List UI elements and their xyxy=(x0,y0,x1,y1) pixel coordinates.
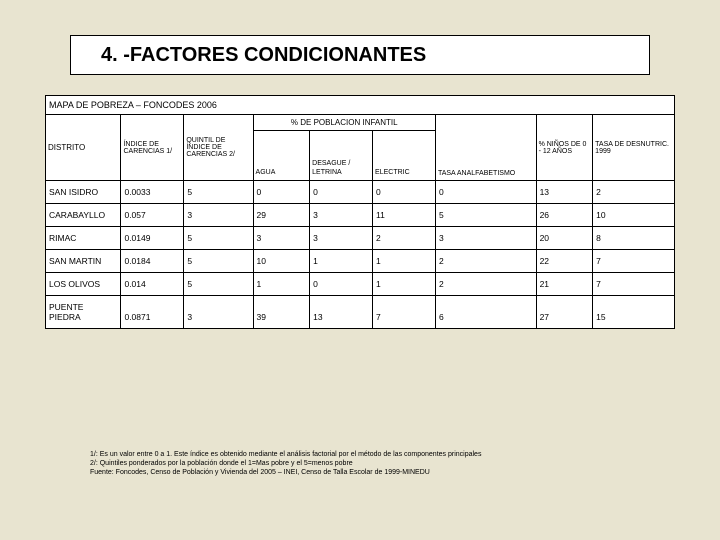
poverty-table: MAPA DE POBREZA – FONCODES 2006 DISTRITO… xyxy=(45,95,675,329)
table-row: SAN MARTIN0.0184510112227 xyxy=(46,250,675,273)
footnote-line: Fuente: Foncodes, Censo de Población y V… xyxy=(90,468,650,477)
cell-indice: 0.0184 xyxy=(121,250,184,273)
cell-quintil: 5 xyxy=(184,250,253,273)
table-subheader-row: DISTRITO ÍNDICE DE CARENCIAS 1/ QUINTIL … xyxy=(46,115,675,131)
cell-tasa: 6 xyxy=(435,296,536,329)
cell-ninos: 21 xyxy=(536,273,593,296)
cell-desague: 3 xyxy=(310,204,373,227)
cell-desnutric: 10 xyxy=(593,204,675,227)
footnotes: 1/: Es un valor entre 0 a 1. Este índice… xyxy=(90,450,650,477)
cell-quintil: 5 xyxy=(184,227,253,250)
cell-agua: 39 xyxy=(253,296,310,329)
cell-desague: 13 xyxy=(310,296,373,329)
cell-quintil: 5 xyxy=(184,273,253,296)
cell-indice: 0.014 xyxy=(121,273,184,296)
cell-quintil: 3 xyxy=(184,204,253,227)
poverty-table-container: MAPA DE POBREZA – FONCODES 2006 DISTRITO… xyxy=(45,95,675,329)
cell-quintil: 5 xyxy=(184,181,253,204)
table-row: LOS OLIVOS0.01451012217 xyxy=(46,273,675,296)
cell-desague: 1 xyxy=(310,250,373,273)
title-bar: 4. -FACTORES CONDICIONANTES xyxy=(70,35,650,75)
cell-agua: 3 xyxy=(253,227,310,250)
col-header-electric: ELECTRIC xyxy=(373,131,436,181)
cell-tasa: 2 xyxy=(435,273,536,296)
cell-tasa: 2 xyxy=(435,250,536,273)
cell-electric: 2 xyxy=(373,227,436,250)
cell-desague: 3 xyxy=(310,227,373,250)
cell-tasa: 3 xyxy=(435,227,536,250)
table-row: CARABAYLLO0.05732931152610 xyxy=(46,204,675,227)
col-header-indice: ÍNDICE DE CARENCIAS 1/ xyxy=(121,115,184,181)
cell-agua: 1 xyxy=(253,273,310,296)
col-header-tasa: TASA ANALFABETISMO xyxy=(435,115,536,181)
table-row: SAN ISIDRO0.003350000132 xyxy=(46,181,675,204)
cell-desnutric: 7 xyxy=(593,250,675,273)
cell-ninos: 13 xyxy=(536,181,593,204)
col-header-desague: DESAGUE / LETRINA xyxy=(310,131,373,181)
cell-electric: 1 xyxy=(373,250,436,273)
cell-distrito: LOS OLIVOS xyxy=(46,273,121,296)
col-header-agua: AGUA xyxy=(253,131,310,181)
cell-ninos: 26 xyxy=(536,204,593,227)
table-caption: MAPA DE POBREZA – FONCODES 2006 xyxy=(46,96,675,115)
footnote-line: 1/: Es un valor entre 0 a 1. Este índice… xyxy=(90,450,650,459)
cell-agua: 10 xyxy=(253,250,310,273)
table-row: PUENTE PIEDRA0.087133913762715 xyxy=(46,296,675,329)
cell-tasa: 5 xyxy=(435,204,536,227)
cell-distrito: RIMAC xyxy=(46,227,121,250)
page-title: 4. -FACTORES CONDICIONANTES xyxy=(101,44,426,67)
table-row: RIMAC0.014953323208 xyxy=(46,227,675,250)
cell-electric: 1 xyxy=(373,273,436,296)
cell-desnutric: 8 xyxy=(593,227,675,250)
cell-ninos: 27 xyxy=(536,296,593,329)
col-header-poblacion: % DE POBLACION INFANTIL xyxy=(253,115,435,131)
cell-ninos: 20 xyxy=(536,227,593,250)
cell-tasa: 0 xyxy=(435,181,536,204)
cell-desnutric: 7 xyxy=(593,273,675,296)
cell-electric: 7 xyxy=(373,296,436,329)
cell-distrito: SAN ISIDRO xyxy=(46,181,121,204)
cell-distrito: PUENTE PIEDRA xyxy=(46,296,121,329)
cell-distrito: CARABAYLLO xyxy=(46,204,121,227)
cell-desnutric: 15 xyxy=(593,296,675,329)
cell-indice: 0.0149 xyxy=(121,227,184,250)
cell-indice: 0.0033 xyxy=(121,181,184,204)
cell-electric: 0 xyxy=(373,181,436,204)
col-header-distrito: DISTRITO xyxy=(46,115,121,181)
table-caption-row: MAPA DE POBREZA – FONCODES 2006 xyxy=(46,96,675,115)
cell-agua: 0 xyxy=(253,181,310,204)
cell-distrito: SAN MARTIN xyxy=(46,250,121,273)
footnote-line: 2/: Quintiles ponderados por la població… xyxy=(90,459,650,468)
cell-agua: 29 xyxy=(253,204,310,227)
cell-desague: 0 xyxy=(310,273,373,296)
col-header-quintil: QUINTIL DE ÍNDICE DE CARENCIAS 2/ xyxy=(184,115,253,181)
col-header-desnutric: TASA DE DESNUTRIC. 1999 xyxy=(593,115,675,181)
cell-ninos: 22 xyxy=(536,250,593,273)
cell-quintil: 3 xyxy=(184,296,253,329)
cell-indice: 0.0871 xyxy=(121,296,184,329)
col-header-ninos: % NIÑOS DE 0 - 12 AÑOS xyxy=(536,115,593,181)
cell-desague: 0 xyxy=(310,181,373,204)
cell-indice: 0.057 xyxy=(121,204,184,227)
cell-desnutric: 2 xyxy=(593,181,675,204)
cell-electric: 11 xyxy=(373,204,436,227)
